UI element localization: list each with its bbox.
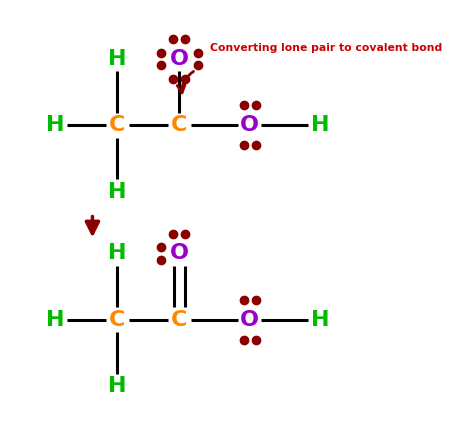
Text: H: H bbox=[311, 310, 329, 330]
Text: H: H bbox=[108, 49, 127, 69]
Text: H: H bbox=[311, 115, 329, 135]
Text: O: O bbox=[170, 243, 189, 263]
Text: Converting lone pair to covalent bond: Converting lone pair to covalent bond bbox=[211, 43, 443, 53]
Text: C: C bbox=[171, 115, 188, 135]
Text: H: H bbox=[108, 182, 127, 202]
Text: H: H bbox=[46, 115, 64, 135]
Text: H: H bbox=[108, 376, 127, 396]
Text: C: C bbox=[109, 310, 126, 330]
Text: O: O bbox=[240, 310, 259, 330]
Text: H: H bbox=[108, 243, 127, 263]
Text: O: O bbox=[240, 115, 259, 135]
Text: H: H bbox=[46, 310, 64, 330]
Text: O: O bbox=[170, 49, 189, 69]
Text: C: C bbox=[109, 115, 126, 135]
Text: C: C bbox=[171, 310, 188, 330]
